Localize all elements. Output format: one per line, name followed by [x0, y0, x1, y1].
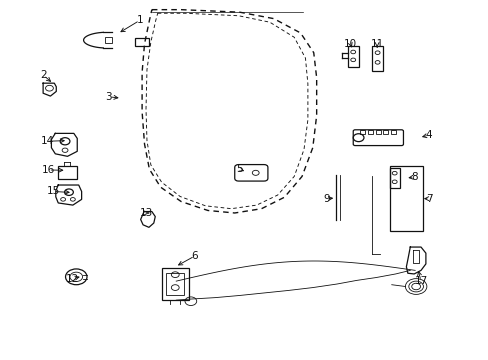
Text: 6: 6 — [191, 251, 198, 261]
Text: 13: 13 — [139, 208, 152, 218]
Bar — [383, 130, 387, 134]
Bar — [135, 39, 149, 45]
Bar — [389, 168, 399, 188]
Text: 14: 14 — [41, 136, 54, 146]
Text: 9: 9 — [323, 194, 329, 204]
Bar — [375, 130, 380, 134]
Bar — [347, 46, 358, 67]
Text: 7: 7 — [426, 194, 432, 204]
Bar — [104, 37, 112, 43]
Bar — [389, 166, 422, 231]
Text: 2: 2 — [40, 70, 47, 80]
Text: 16: 16 — [42, 165, 55, 175]
Bar — [166, 273, 183, 296]
Bar — [371, 46, 382, 71]
Bar — [367, 130, 372, 134]
Text: 3: 3 — [105, 92, 112, 102]
Text: 5: 5 — [236, 164, 243, 174]
Bar — [359, 130, 364, 134]
Text: 1: 1 — [136, 15, 142, 26]
Bar — [390, 130, 395, 134]
Text: 12: 12 — [66, 274, 80, 284]
Text: 4: 4 — [425, 130, 431, 140]
Text: 15: 15 — [47, 186, 60, 197]
Text: 8: 8 — [410, 172, 417, 182]
Text: 10: 10 — [344, 40, 357, 49]
Bar — [58, 166, 77, 179]
Text: 17: 17 — [413, 276, 427, 286]
Bar — [161, 268, 188, 300]
Text: 11: 11 — [370, 40, 383, 49]
